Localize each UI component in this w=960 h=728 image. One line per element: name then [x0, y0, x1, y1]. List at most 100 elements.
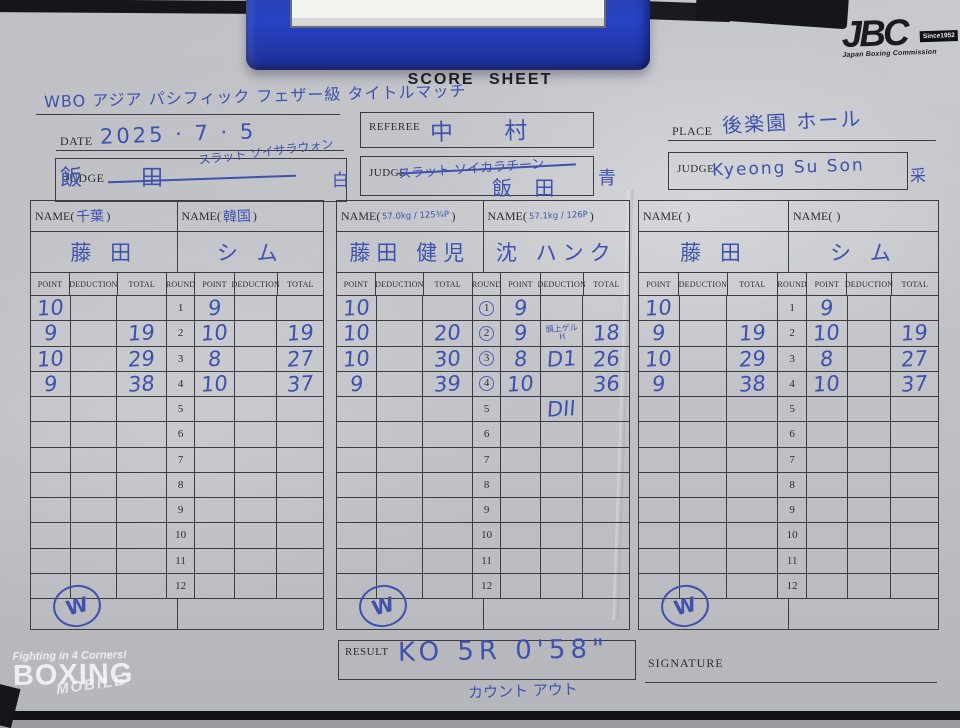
judge-right-label: JUDGE: [677, 163, 715, 175]
score-cell-rd: D1: [541, 345, 584, 372]
score-cell-lp: 10: [337, 321, 377, 346]
handwritten-score: 9: [42, 320, 58, 346]
name-open-label: NAME(: [35, 208, 75, 223]
score-cell-lp: [31, 498, 71, 523]
score-table-2: NAME() NAME() 藤 田シ ム POINT DEDUCTION TOTAL ROU…: [638, 200, 939, 631]
score-cell-lt: [727, 422, 779, 447]
fighter-row: 藤 田シ ム: [639, 232, 938, 273]
score-cell-round: 2: [778, 321, 808, 346]
round-row-2: 9 19 2 10 19: [31, 320, 323, 347]
score-cell-round: 6: [473, 422, 502, 447]
name-close-label: ): [589, 208, 594, 223]
score-cell-lp: [639, 498, 680, 523]
score-cell-lt: [423, 498, 473, 523]
name-cell-left: NAME(57.0kg / 125¾P): [337, 201, 484, 231]
round-row-10: 10: [639, 523, 938, 549]
handwritten-score: 10: [200, 371, 229, 397]
signature-label: SIGNATURE: [648, 656, 724, 670]
round-number: 2: [478, 325, 495, 341]
round-rows: 10 1 9 9 19 2 10 19 10 29 3 8 27 9 38 4 10 37 5 6 7 8 9 10 11 12: [639, 295, 938, 599]
score-cell-rt: [583, 448, 629, 472]
table-footer-row: W: [337, 581, 630, 631]
score-cell-lp: [31, 472, 71, 497]
score-cell-lt: [117, 296, 167, 321]
referee-label: REFEREE: [369, 121, 421, 133]
score-cell-rp: [501, 422, 541, 447]
score-cell-rd: [848, 523, 892, 548]
score-cell-ld: [71, 498, 118, 523]
score-cell-lt: [117, 548, 167, 573]
score-cell-round: 2: [167, 321, 196, 346]
handwritten-score: 29: [738, 345, 767, 372]
handwritten-score: D1: [545, 345, 578, 372]
score-cell-lt: [727, 447, 779, 472]
col-header-point: POINT: [807, 273, 848, 295]
score-cell-rp: [807, 472, 848, 497]
score-cell-round: 3: [778, 346, 808, 371]
score-cell-ld: [71, 523, 118, 548]
score-cell-rt: [277, 574, 323, 598]
score-cell-rt: 36: [583, 371, 629, 397]
round-number: 5: [177, 403, 184, 416]
score-cell-lt: [727, 523, 779, 548]
footer-cell-right: [484, 599, 630, 629]
round-row-4: 9 38 4 10 37: [639, 371, 938, 397]
handwritten-score: 9: [651, 371, 667, 397]
name-cell-right: NAME(韓国): [178, 201, 324, 231]
score-cell-ld: [680, 371, 728, 396]
score-cell-rt: [277, 473, 323, 497]
col-header-total: TOTAL: [118, 273, 167, 295]
round-number: 12: [481, 579, 493, 592]
score-cell-rp: [807, 498, 848, 523]
score-cell-ld: [377, 472, 424, 497]
score-cell-round: 10: [778, 523, 808, 548]
score-cell-lt: 38: [727, 371, 779, 397]
col-header-point: POINT: [639, 273, 680, 295]
score-cell-rt: [583, 549, 629, 573]
handwritten-score: 18: [591, 320, 621, 347]
score-cell-rp: [195, 523, 235, 548]
clipboard-label-plate: [290, 0, 606, 28]
round-number: 8: [483, 478, 490, 491]
score-cell-ld: [377, 397, 424, 422]
score-cell-ld: [71, 548, 118, 573]
score-cell-lt: [423, 573, 473, 598]
round-row-12: 12: [639, 573, 938, 599]
score-cell-rp: [195, 422, 235, 447]
score-cell-rt: [277, 422, 323, 446]
score-cell-round: 11: [167, 548, 196, 573]
score-cell-rp: 9: [195, 296, 235, 321]
score-cell-ld: [680, 346, 728, 371]
col-header-deduction: DEDUCTION: [375, 273, 424, 295]
score-cell-lt: [117, 498, 167, 523]
round-row-6: 6: [31, 422, 323, 448]
score-cell-rd: [235, 573, 278, 598]
score-cell-lt: [117, 523, 167, 548]
score-cell-rd: [235, 346, 278, 371]
score-cell-rp: [195, 573, 235, 598]
col-header-deduction: DEDUCTION: [69, 273, 118, 295]
score-cell-rt: 37: [277, 371, 323, 397]
score-cell-lp: [639, 548, 680, 573]
score-cell-ld: [71, 573, 118, 598]
score-cell-lt: [727, 548, 779, 573]
name-row: NAME() NAME(): [639, 201, 938, 232]
score-cell-rd: [235, 472, 278, 497]
referee-value-handwriting: 中 村: [429, 117, 550, 147]
round-row-5: 5: [639, 397, 938, 423]
score-cell-rp: 10: [807, 371, 848, 397]
score-cell-rd: [848, 346, 892, 371]
name-cell-left: NAME(): [639, 201, 789, 231]
boxing-mobile-watermark: Fighting in 4 Corners! BOXING MOBILE: [13, 649, 134, 706]
score-cell-lt: [727, 498, 779, 523]
score-cell-rt: [583, 574, 629, 598]
score-cell-rd: [235, 447, 278, 472]
judge-right-corner-note: 采: [910, 166, 927, 185]
score-cell-rd: [848, 296, 892, 321]
score-cell-lt: [727, 573, 779, 598]
name-close-label: ): [106, 208, 111, 223]
score-cell-round: 7: [778, 447, 808, 472]
score-cell-rt: 37: [891, 371, 938, 397]
score-cell-rd: DII: [541, 396, 584, 422]
handwritten-score: 29: [127, 345, 156, 372]
